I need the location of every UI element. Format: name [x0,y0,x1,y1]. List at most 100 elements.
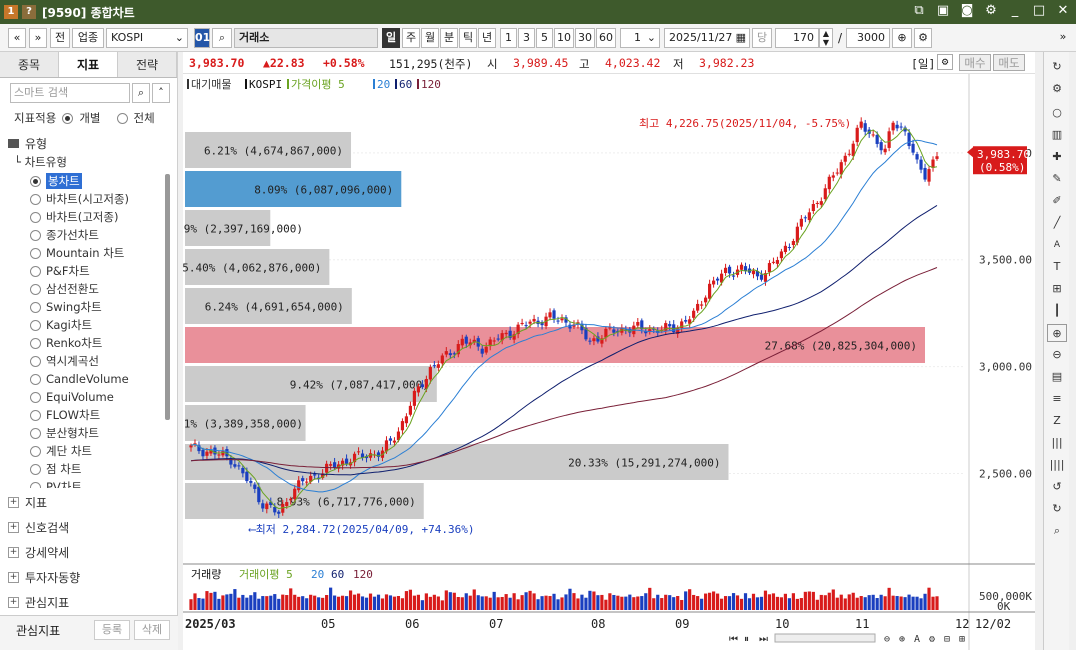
ruler-icon[interactable]: ≡ [1052,392,1062,405]
link-icon[interactable]: ⧉ [914,3,924,18]
radio-button[interactable] [30,463,41,475]
section-favorite[interactable]: + 관심지표 [8,596,70,610]
analysis-icon[interactable]: ▤ [1051,370,1063,383]
chart-area[interactable]: 3,983.70 ▲22.83 +0.58% 151,295(천주) 시 3,9… [183,52,1035,650]
close-icon[interactable]: ✕ [1057,3,1069,18]
display-count-field[interactable]: 170 [775,28,819,48]
scrollbar[interactable] [165,174,170,420]
exchange-field[interactable]: 거래소 [234,28,378,48]
radio-button[interactable] [30,355,41,367]
dang-button[interactable]: 당 [752,28,772,48]
chart-type-item[interactable]: Mountain 차트 [8,244,170,262]
period-year[interactable]: 년 [478,28,496,48]
save-icon[interactable]: ▣ [936,3,950,18]
gear-icon[interactable]: ⚙ [937,54,953,70]
register-button[interactable]: 등록 [94,620,130,640]
chart-icon[interactable]: ▥ [1051,128,1063,141]
chart-type-parent[interactable]: └ 차트유형 [14,155,67,169]
auto-icon[interactable]: A [1053,240,1061,250]
jeon-button[interactable]: 전 [50,28,70,48]
chart-type-item[interactable]: Swing차트 [8,298,170,316]
zoom-out-icon[interactable]: ⊖ [1052,348,1062,361]
section-investor[interactable]: + 투자자동향 [8,571,81,585]
delete-button[interactable]: 삭제 [134,620,170,640]
candle-icon[interactable]: ┃ [1053,304,1061,317]
bars2-icon[interactable]: |||| [1049,458,1065,471]
chart-type-item[interactable]: 바차트(고저종) [8,208,170,226]
search-icon[interactable]: ⌕ [212,28,232,48]
apply-individual-radio[interactable] [62,112,74,124]
radio-button[interactable] [30,211,41,223]
collapse-icon[interactable]: ˄ [152,83,170,103]
nav-down-button[interactable]: » [29,28,47,48]
min-30[interactable]: 30 [575,28,595,48]
camera-icon[interactable]: ◙ [960,3,974,18]
chart-type-item[interactable]: PV차트 [8,478,170,488]
period-tick[interactable]: 틱 [459,28,477,48]
radio-button[interactable] [30,319,41,331]
sector-button[interactable]: 업종 [72,28,104,48]
chart-type-item[interactable]: FLOW차트 [8,406,170,424]
apply-all-radio[interactable] [116,112,128,124]
chart-type-item[interactable]: Kagi차트 [8,316,170,334]
candlestick-chart[interactable]: 대기매물 KOSPI 가격이평 5 20 60 120 2,500.00 3,000.00 3,… [183,74,1035,650]
chart-type-item[interactable]: 역시계곡선 [8,352,170,370]
search-icon[interactable]: ⌕ [132,83,150,103]
period-month[interactable]: 월 [421,28,439,48]
undo-icon[interactable]: ↺ [1052,480,1062,493]
redo-icon[interactable]: ↻ [1052,502,1062,515]
buy-button[interactable]: 매수 [959,54,991,71]
min-3[interactable]: 3 [518,28,535,48]
minimize-icon[interactable]: _ [1011,3,1019,18]
expand-icon[interactable]: » [1059,30,1067,43]
tab-indicators[interactable]: 지표 [59,52,118,77]
total-count-field[interactable]: 3000 [846,28,890,48]
maximize-icon[interactable]: □ [1032,3,1046,18]
zoom-icon[interactable]: ⊕ [892,28,912,48]
z-icon[interactable]: Z [1053,414,1061,427]
code-button[interactable]: 01 [194,28,210,48]
chart-type-item[interactable]: 삼선전환도 [8,280,170,298]
radio-button[interactable] [30,373,41,385]
radio-button[interactable] [30,229,41,241]
radio-button[interactable] [30,337,41,349]
section-indicators[interactable]: + 지표 [8,496,48,510]
period-minute[interactable]: 분 [440,28,458,48]
chart-type-item[interactable]: 종가선차트 [8,226,170,244]
date-field[interactable]: 2025/11/27 ▦ [664,28,750,48]
pencil-icon[interactable]: ✐ [1052,194,1062,207]
section-signal[interactable]: + 신호검색 [8,521,70,535]
tab-strategy[interactable]: 전략 [118,52,177,77]
chart-type-item[interactable]: 계단 차트 [8,442,170,460]
period-week[interactable]: 주 [402,28,420,48]
chart-type-item[interactable]: Renko차트 [8,334,170,352]
period-day[interactable]: 일 [382,28,400,48]
search-icon[interactable]: ⌕ [1053,524,1061,537]
radio-button[interactable] [30,445,41,457]
help-icon[interactable]: ? [22,5,36,19]
crosshair-icon[interactable]: ✚ [1052,150,1062,163]
radio-button[interactable] [30,409,41,421]
radio-button[interactable] [30,301,41,313]
settings-icon[interactable]: ⚙ [1052,82,1062,95]
text-icon[interactable]: T [1053,260,1061,273]
radio-button[interactable] [30,265,41,277]
zoom-in-icon[interactable]: ⊕ [1047,324,1067,342]
tab-stocks[interactable]: 종목 [0,52,59,77]
radio-button[interactable] [30,247,41,259]
radio-button[interactable] [30,427,41,439]
min-5[interactable]: 5 [536,28,553,48]
radio-button[interactable] [30,391,41,403]
chart-type-item[interactable]: CandleVolume [8,370,170,388]
nav-back-button[interactable]: « [8,28,26,48]
chart-type-item[interactable]: 바차트(시고저종) [8,190,170,208]
radio-button[interactable] [30,481,41,488]
chart-type-item[interactable]: 분산형차트 [8,424,170,442]
section-strength[interactable]: + 강세약세 [8,546,70,560]
symbol-select[interactable]: KOSPI ⌄ [106,28,188,48]
chart-type-item[interactable]: 점 차트 [8,460,170,478]
line-icon[interactable]: ╱ [1053,216,1061,229]
gear-icon[interactable]: ⚙ [985,3,997,18]
section-type[interactable]: 유형 [8,135,47,152]
chart-type-item[interactable]: EquiVolume [8,388,170,406]
